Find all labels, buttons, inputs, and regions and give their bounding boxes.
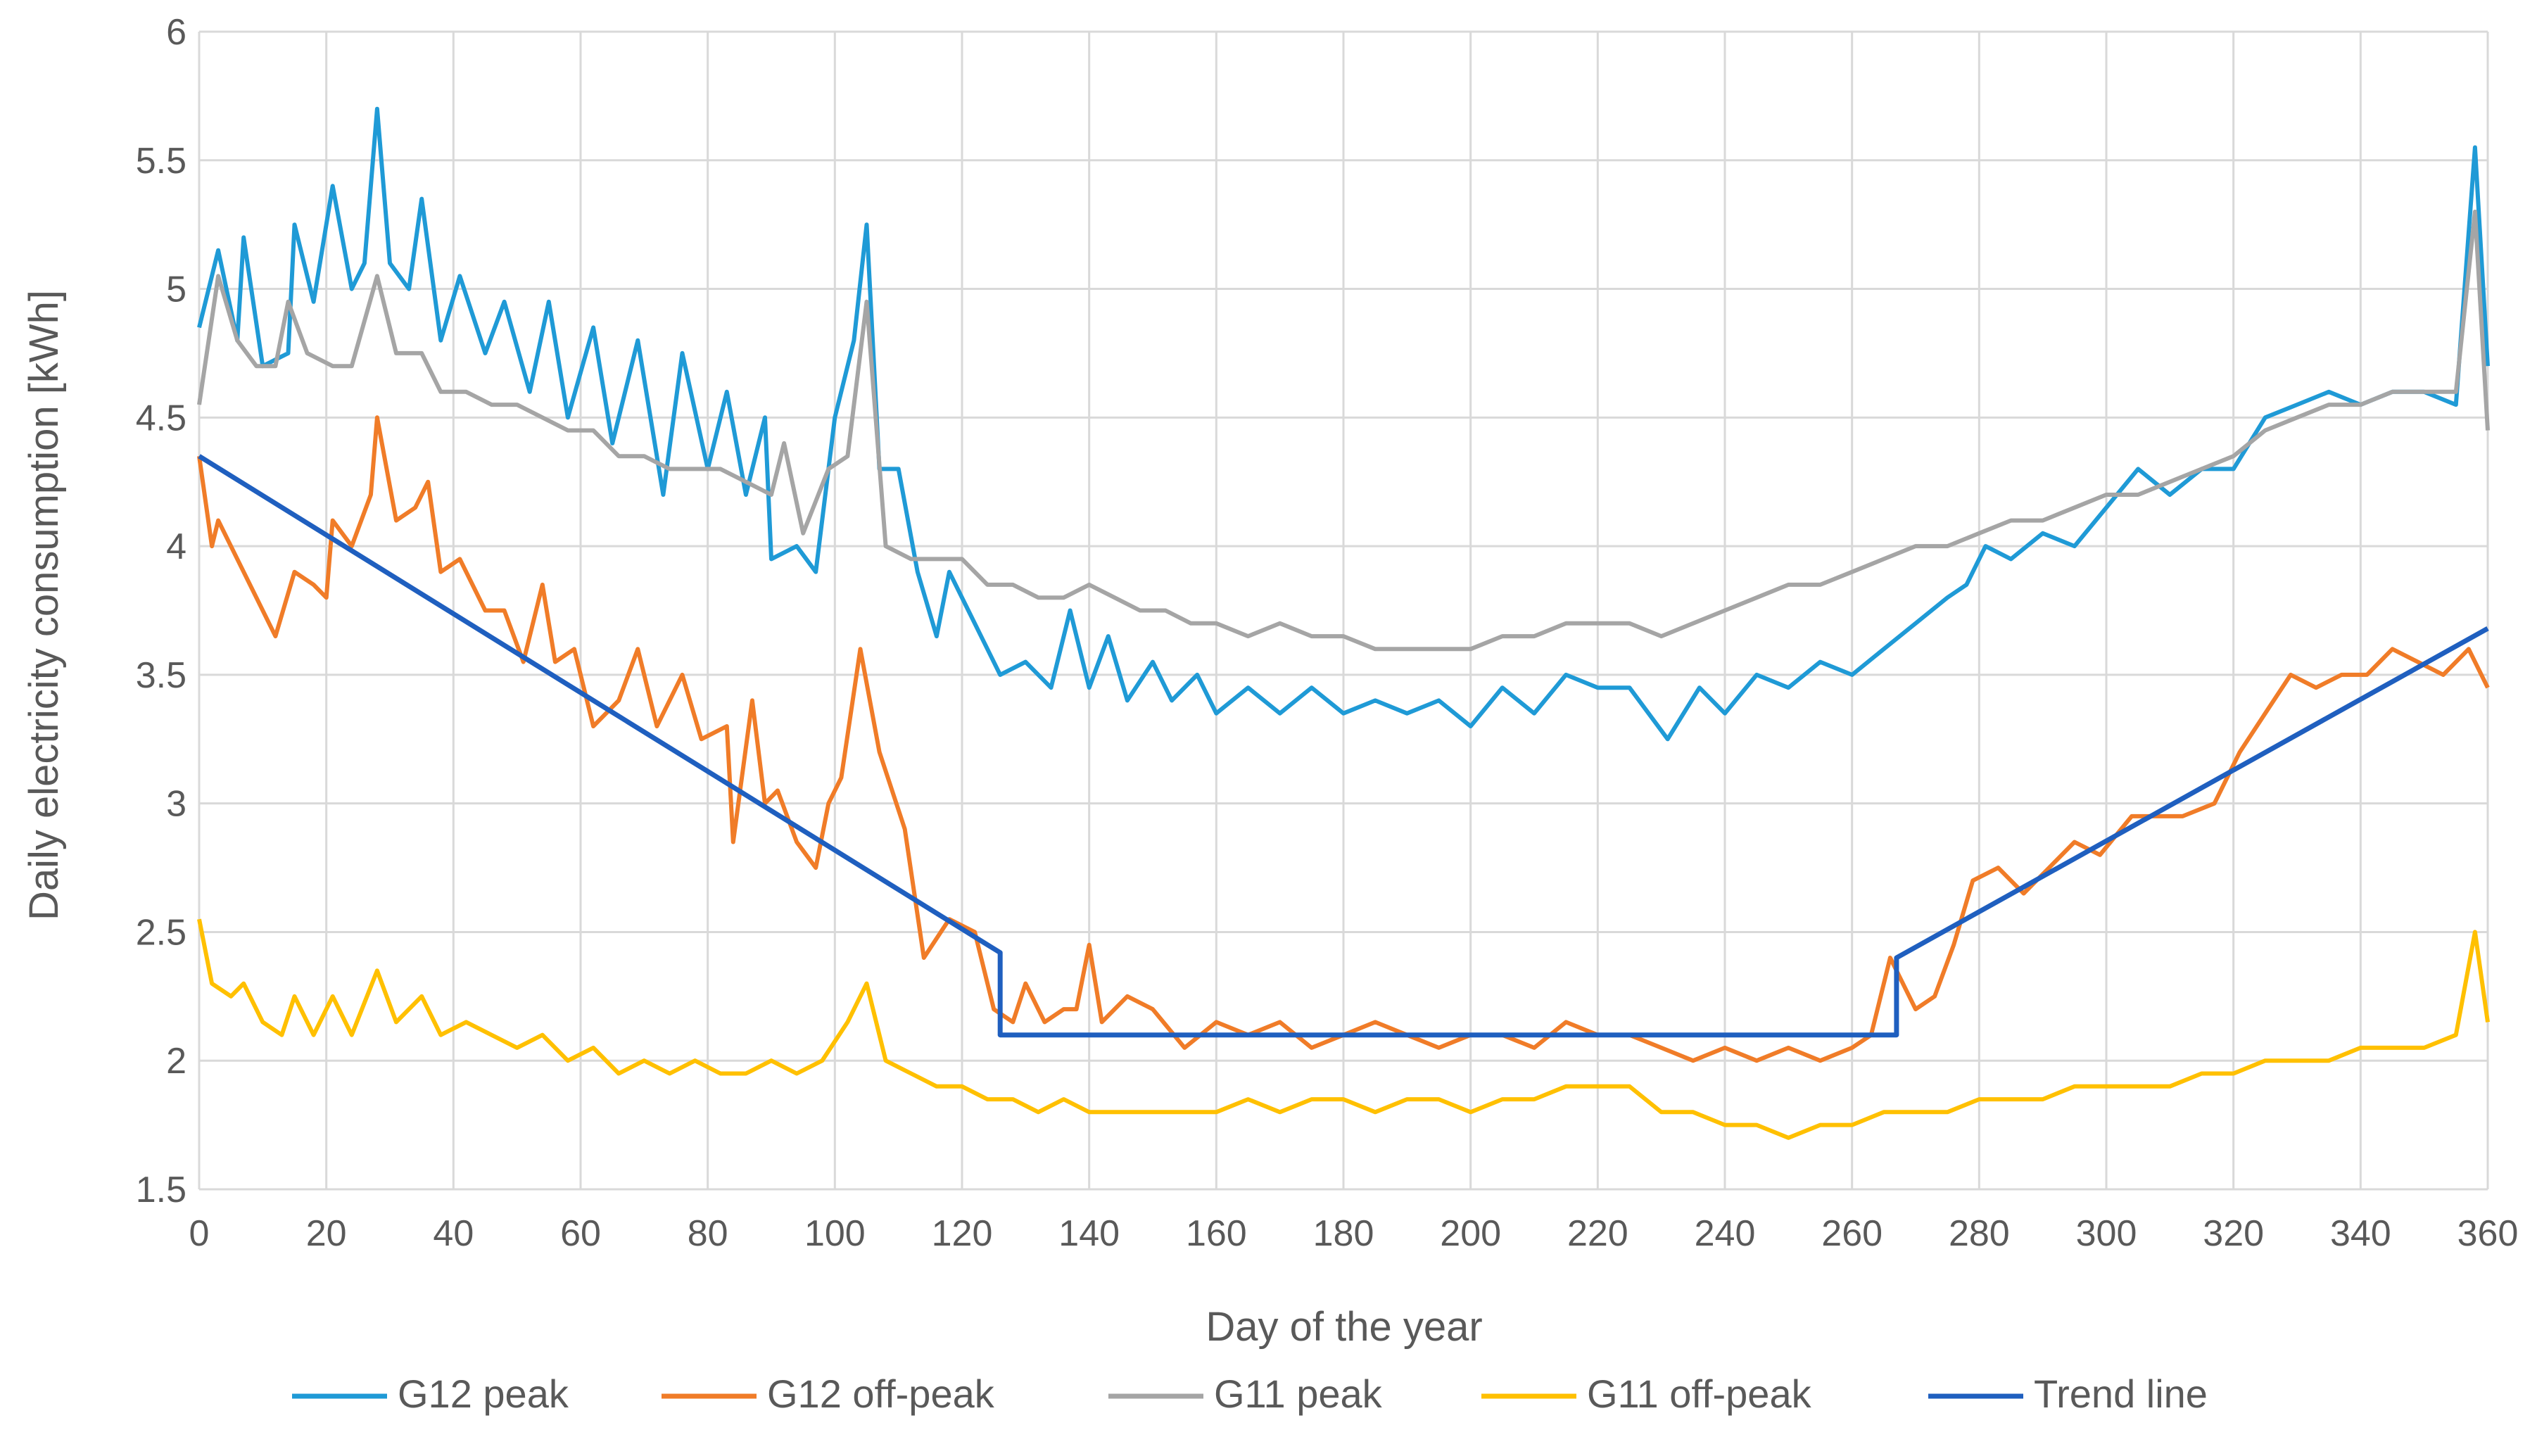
x-tick-label: 120 (932, 1213, 993, 1254)
x-tick-label: 320 (2203, 1213, 2264, 1254)
legend-label: G12 off-peak (767, 1372, 995, 1416)
legend-label: G11 off-peak (1587, 1372, 1812, 1416)
legend-label: G11 peak (1214, 1372, 1383, 1416)
series-line-g12-peak (197, 106, 2490, 742)
x-tick-label: 280 (1949, 1213, 2010, 1254)
y-tick-label: 6 (166, 12, 186, 53)
x-tick-label: 340 (2330, 1213, 2391, 1254)
legend: G12 peak G12 off-peak G11 peak G11 off-peak… (292, 1372, 2208, 1416)
y-tick-label: 5.5 (136, 141, 186, 182)
x-tick-label: 160 (1186, 1213, 1247, 1254)
x-tick-label: 180 (1313, 1213, 1374, 1254)
x-tick-label: 220 (1567, 1213, 1628, 1254)
x-tick-label: 260 (1821, 1213, 1883, 1254)
series-layer (197, 106, 2490, 1140)
x-tick-label: 40 (433, 1213, 474, 1254)
y-tick-label: 3 (166, 784, 186, 825)
x-axis-title: Day of the year (1206, 1304, 1482, 1350)
x-tick-label: 240 (1695, 1213, 1756, 1254)
series-line-g11-off-peak (197, 918, 2490, 1140)
series-line-g12-off-peak (197, 415, 2490, 1063)
y-tick-label: 5 (166, 270, 186, 310)
x-tick-label: 80 (688, 1213, 728, 1254)
x-tick-label: 100 (804, 1213, 866, 1254)
series-line-g11-peak (197, 209, 2490, 652)
y-tick-label: 4.5 (136, 398, 186, 438)
y-tick-label: 4 (166, 526, 186, 567)
y-axis-title: Daily electricity consumption [kWh] (21, 290, 67, 920)
series-line-trend-line (198, 454, 2489, 1038)
tick-layer: 1.522.533.544.555.560 20 40 60 80 100 120 140 16… (136, 12, 2519, 1254)
grid-layer (198, 30, 2489, 1191)
x-tick-label: 360 (2457, 1213, 2519, 1254)
x-tick-label: 140 (1058, 1213, 1120, 1254)
legend-label: Trend line (2034, 1372, 2208, 1416)
x-tick-label: 200 (1440, 1213, 1501, 1254)
y-tick-label: 1.5 (136, 1170, 186, 1210)
y-tick-label: 2.5 (136, 912, 186, 953)
legend-label: G12 peak (398, 1372, 569, 1416)
x-tick-label: 300 (2076, 1213, 2137, 1254)
y-tick-label: 3.5 (136, 655, 186, 696)
y-tick-label: 2 (166, 1041, 186, 1082)
x-tick-label: 0 (189, 1213, 210, 1254)
x-tick-label: 20 (306, 1213, 347, 1254)
x-tick-label: 60 (560, 1213, 601, 1254)
